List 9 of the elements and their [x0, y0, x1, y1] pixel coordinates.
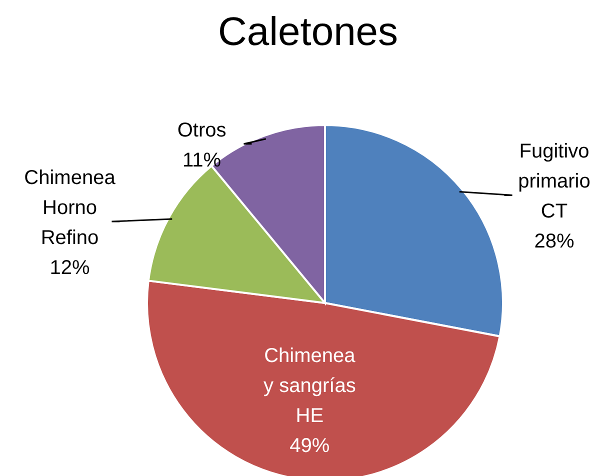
- slice-label: Fugitivo primario CT: [518, 140, 590, 223]
- data-label: 28%: [534, 230, 574, 253]
- slice-label: Otros: [177, 119, 226, 142]
- slice-label: Chimenea Horno Refino: [24, 167, 116, 250]
- data-label: 11%: [182, 149, 222, 172]
- data-label: 12%: [50, 257, 90, 280]
- slice-label: Chimenea y sangrías HE: [264, 345, 356, 428]
- chart-title: Caletones: [218, 10, 398, 54]
- data-label: 49%: [290, 435, 330, 458]
